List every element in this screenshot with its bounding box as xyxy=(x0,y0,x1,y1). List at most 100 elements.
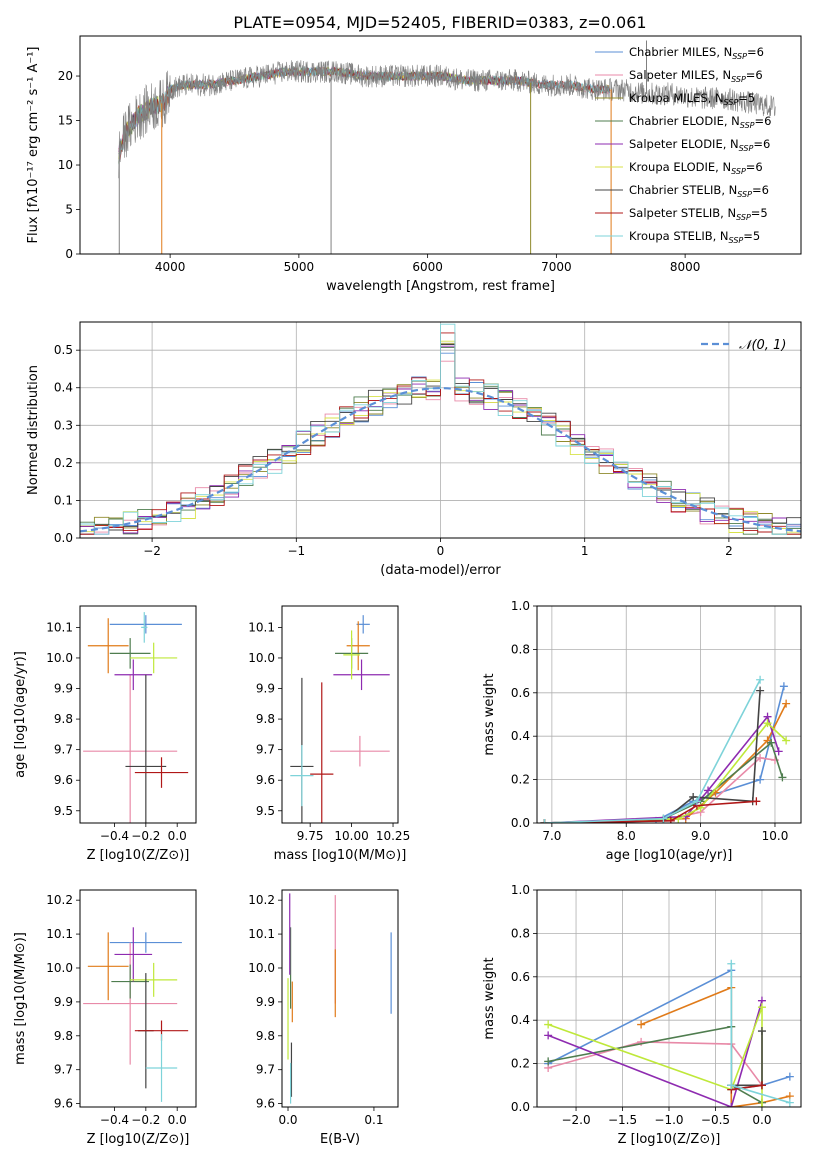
y-tick-label: 9.6 xyxy=(54,1097,73,1111)
y-tick-label: 9.5 xyxy=(256,804,275,818)
weight-line xyxy=(547,1000,763,1107)
y-tick-label: 9.9 xyxy=(54,682,73,696)
weight-marker xyxy=(756,675,765,684)
y-axis-label: mass [log10(M/M⊙)] xyxy=(13,932,28,1065)
weight-line xyxy=(548,1025,763,1104)
y-tick-label: 10 xyxy=(58,158,73,172)
weight-series xyxy=(544,959,794,1107)
x-axis-label: (data-model)/error xyxy=(380,563,501,578)
y-tick-label: 9.8 xyxy=(54,1029,73,1043)
legend-entry: Salpeter STELIB, NSSP=5 xyxy=(629,206,768,222)
weight-marker xyxy=(757,1027,766,1036)
axes-frame xyxy=(79,605,197,824)
x-tick-label: −1.5 xyxy=(608,1113,637,1127)
y-tick-label: 0.3 xyxy=(54,418,73,432)
y-tick-label: 10.2 xyxy=(248,893,275,907)
x-tick-label: −0.4 xyxy=(100,1113,129,1127)
x-tick-label: 2 xyxy=(725,544,733,558)
y-tick-label: 9.9 xyxy=(256,682,275,696)
y-tick-label: 9.5 xyxy=(54,804,73,818)
y-tick-label: 10.1 xyxy=(46,927,73,941)
axes-frame xyxy=(536,889,802,1108)
observed-spectrum-line xyxy=(118,60,776,179)
weight-line xyxy=(731,1084,763,1091)
legend-entry: Chabrier MILES, NSSP=6 xyxy=(629,45,764,61)
x-tick-label: 4000 xyxy=(155,260,186,274)
y-tick-label: 9.9 xyxy=(256,995,275,1009)
y-tick-label: 0.0 xyxy=(511,816,530,830)
legend-entry: Kroupa STELIB, NSSP=5 xyxy=(629,229,760,245)
weight-vs-metallicity-panel: −2.0 −1.5 −1.0 −0.5 0.0 0.0 0.2 0.4 0.6 0.8 1.0 Z [… xyxy=(482,883,802,1147)
x-tick-label: 7000 xyxy=(541,260,572,274)
weight-marker xyxy=(767,738,776,747)
weight-series xyxy=(540,675,791,823)
y-tick-label: 9.7 xyxy=(54,743,73,757)
axes-frame xyxy=(79,889,197,1108)
y-tick-label: 0.6 xyxy=(511,970,530,984)
weight-vs-age-panel: 7.0 8.0 9.0 10.0 0.0 0.2 0.4 0.6 0.8 1.0 age [log1… xyxy=(482,599,802,863)
x-tick-label: −0.2 xyxy=(131,829,160,843)
y-tick-label: 9.9 xyxy=(54,995,73,1009)
y-tick-label: 0.4 xyxy=(511,1013,530,1027)
y-tick-label: 9.8 xyxy=(54,712,73,726)
weight-line xyxy=(544,703,787,823)
x-tick-label: 6000 xyxy=(412,260,443,274)
errorbar-points xyxy=(290,615,390,823)
weight-line xyxy=(544,715,780,823)
y-axis-label: age [log10(age/yr)] xyxy=(13,651,28,778)
x-tick-label: −1.0 xyxy=(654,1113,683,1127)
weight-marker xyxy=(782,699,791,708)
weight-marker xyxy=(704,786,713,795)
legend-entry: Kroupa MILES, NSSP=5 xyxy=(629,91,755,107)
x-tick-label: 7.0 xyxy=(542,829,561,843)
normal-distribution-curve xyxy=(80,386,801,533)
y-tick-label: 9.6 xyxy=(54,773,73,787)
weight-marker xyxy=(785,1098,794,1107)
weight-marker xyxy=(544,1020,553,1029)
x-tick-label: 10.00 xyxy=(334,829,368,843)
y-tick-label: 20 xyxy=(58,69,73,83)
x-tick-label: −2 xyxy=(143,544,161,558)
weight-marker xyxy=(782,736,791,745)
y-tick-label: 9.7 xyxy=(256,1063,275,1077)
y-tick-label: 9.6 xyxy=(256,773,275,787)
spectrum-lines xyxy=(118,40,776,254)
y-tick-label: 10.1 xyxy=(248,927,275,941)
weight-line xyxy=(547,1041,763,1086)
weight-marker xyxy=(756,753,765,762)
weight-line xyxy=(730,963,791,1104)
x-tick-label: −0.5 xyxy=(701,1113,730,1127)
y-tick-label: 0.0 xyxy=(54,531,73,545)
y-tick-label: 5 xyxy=(65,203,73,217)
y-tick-label: 0.1 xyxy=(54,493,73,507)
y-axis-label: mass weight xyxy=(482,673,497,755)
mass-vs-metallicity-panel: −0.4 −0.2 0.0 9.6 9.7 9.8 9.9 10.0 10.1 10.2 Z [lo… xyxy=(13,889,197,1147)
weight-marker xyxy=(689,792,698,801)
legend-entry: 𝒩(0, 1) xyxy=(739,338,786,353)
age-vs-metallicity-panel: −0.4 −0.2 0.0 9.5 9.6 9.7 9.8 9.9 10.0 10.1 Z [log… xyxy=(13,605,197,863)
x-axis-label: wavelength [Angstrom, rest frame] xyxy=(326,279,555,294)
weight-marker xyxy=(757,1103,766,1107)
weight-marker xyxy=(692,797,701,806)
y-tick-label: 9.6 xyxy=(256,1097,275,1111)
axes-frame xyxy=(536,605,802,824)
weight-marker xyxy=(540,819,549,823)
histogram-step-line xyxy=(80,323,801,535)
weight-marker xyxy=(757,1003,766,1012)
y-axis-label: Flux [fλ10⁻¹⁷ erg cm⁻² s⁻¹ A⁻¹] xyxy=(26,47,41,244)
errorbar-points xyxy=(83,927,189,1102)
y-tick-label: 10.2 xyxy=(46,893,73,907)
x-tick-label: 8000 xyxy=(670,260,701,274)
y-tick-label: 10.0 xyxy=(248,651,275,665)
weight-line xyxy=(544,800,757,823)
weight-marker xyxy=(763,719,772,728)
x-axis-label: Z [log10(Z/Z⊙)] xyxy=(87,1132,190,1147)
y-tick-label: 0.8 xyxy=(511,926,530,940)
weight-marker xyxy=(757,1081,766,1090)
x-tick-label: −0.4 xyxy=(100,829,129,843)
y-tick-label: 10.1 xyxy=(46,620,73,634)
figure-title: PLATE=0954, MJD=52405, FIBERID=0383, z=0… xyxy=(233,13,646,32)
x-tick-label: 0.0 xyxy=(168,1113,187,1127)
y-tick-label: 9.7 xyxy=(256,743,275,757)
